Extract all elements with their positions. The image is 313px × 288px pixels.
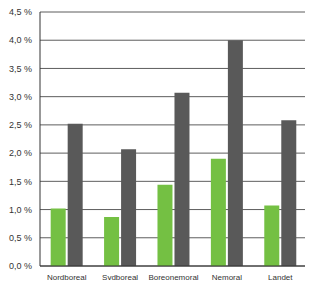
- svg-text:Sydboreal: Sydboreal: [102, 273, 138, 280]
- svg-text:4,5 %: 4,5 %: [9, 8, 32, 17]
- svg-text:1,0 %: 1,0 %: [9, 205, 32, 215]
- svg-text:2,5 %: 2,5 %: [9, 120, 32, 130]
- svg-text:0,5 %: 0,5 %: [9, 233, 32, 243]
- svg-text:Boreonemoral: Boreonemoral: [148, 273, 198, 280]
- svg-text:2,0 %: 2,0 %: [9, 148, 32, 158]
- svg-text:Nordboreal: Nordboreal: [47, 273, 87, 280]
- svg-text:0,0 %: 0,0 %: [9, 261, 32, 271]
- svg-text:3,0 %: 3,0 %: [9, 92, 32, 102]
- svg-text:4,0 %: 4,0 %: [9, 35, 32, 45]
- svg-text:1,5 %: 1,5 %: [9, 177, 32, 187]
- svg-text:3,5 %: 3,5 %: [9, 64, 32, 74]
- svg-text:Landet: Landet: [268, 273, 293, 280]
- svg-text:Nemoral: Nemoral: [212, 273, 242, 280]
